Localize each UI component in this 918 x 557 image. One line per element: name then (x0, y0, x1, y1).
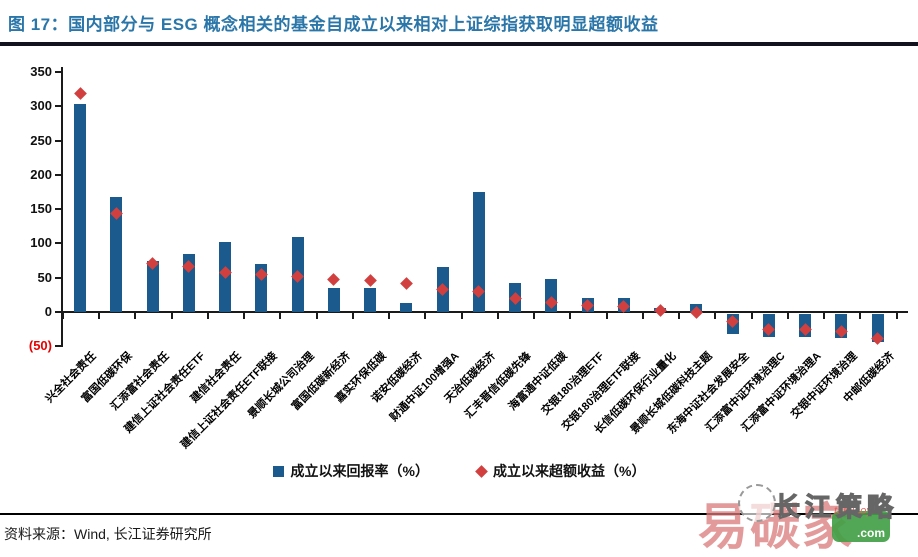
x-axis-tick (641, 313, 644, 319)
return-bar (74, 104, 86, 312)
x-axis-tick (206, 313, 209, 319)
excess-return-marker (363, 274, 377, 287)
watermark-badge-line2: .com (856, 526, 885, 540)
return-bar (400, 303, 413, 312)
bar-swatch-icon (272, 465, 284, 477)
y-axis-tick-label: 100 (30, 235, 52, 251)
legend-excess-label: 成立以来超额收益（%） (493, 463, 646, 479)
x-axis-tick (61, 313, 64, 319)
excess-return-marker (399, 277, 413, 291)
y-axis-tick-label: 300 (30, 98, 52, 114)
x-axis-tick (533, 313, 536, 319)
x-axis-tick (859, 313, 862, 319)
excess-return-marker (653, 304, 667, 317)
source-note: 资料来源：Wind, 长江证券研究所 (4, 526, 212, 542)
x-axis-tick (496, 313, 499, 319)
x-axis-tick (750, 313, 753, 319)
y-axis-tick (55, 311, 61, 313)
excess-return-marker (327, 272, 341, 286)
y-axis-tick-label: 150 (30, 201, 52, 217)
legend-item-excess: 成立以来超额收益（%） (475, 461, 646, 481)
x-axis-tick (823, 313, 826, 319)
x-axis-tick (460, 313, 463, 319)
figure-title: 图 17：国内部分与 ESG 概念相关的基金自成立以来相对上证综指获取明显超额收… (8, 15, 659, 34)
y-axis-tick (55, 276, 61, 279)
x-axis-line (61, 311, 908, 313)
y-axis-tick (55, 208, 61, 211)
chart-legend: 成立以来回报率（%） 成立以来超额收益（%） (0, 461, 918, 481)
x-axis-tick (569, 313, 572, 319)
return-bar (472, 191, 485, 312)
y-axis-tick (55, 105, 61, 108)
y-axis-tick-label: 200 (30, 166, 52, 182)
x-axis-tick (388, 313, 391, 319)
x-axis-tick (98, 313, 101, 319)
x-axis-tick (279, 313, 282, 319)
x-axis-tick (605, 313, 608, 319)
y-axis-tick-label: 0 (44, 304, 52, 319)
chart-area: 350 300 250 200 150 100 50 0 (50) 兴全社会责任 富国低碳环保 汇添富… (28, 63, 908, 451)
return-bar (110, 196, 123, 312)
x-axis-tick (678, 313, 681, 319)
y-axis-tick-label: (50) (28, 338, 52, 354)
x-axis-tick (895, 313, 898, 319)
return-bar (364, 287, 376, 312)
diamond-swatch-icon (475, 464, 488, 478)
legend-item-return: 成立以来回报率（%） (272, 461, 429, 481)
x-axis-tick (714, 313, 717, 319)
y-axis-tick-label: 350 (30, 63, 52, 79)
x-axis-tick (351, 313, 354, 319)
x-axis-tick (243, 313, 246, 319)
return-bar (146, 261, 159, 312)
return-bar (327, 287, 340, 312)
legend-return-label: 成立以来回报率（%） (290, 463, 429, 479)
y-axis-tick (55, 139, 61, 142)
excess-return-marker (73, 87, 87, 101)
x-axis-tick (786, 313, 789, 319)
y-axis-tick-label: 250 (30, 132, 52, 148)
y-axis-tick-label: 50 (37, 269, 52, 285)
y-axis-tick (55, 242, 61, 245)
x-axis-tick (170, 313, 173, 319)
y-axis-tick (55, 345, 61, 348)
x-axis-tick (134, 313, 137, 319)
footer-divider (0, 513, 918, 515)
watermark-badge: tanjiaoyi .com (832, 505, 890, 542)
title-divider (0, 42, 918, 46)
y-axis-tick (55, 70, 61, 73)
x-axis-tick (315, 313, 318, 319)
y-axis-line (61, 67, 63, 347)
y-axis-tick (55, 173, 61, 176)
x-axis-tick (424, 313, 427, 319)
